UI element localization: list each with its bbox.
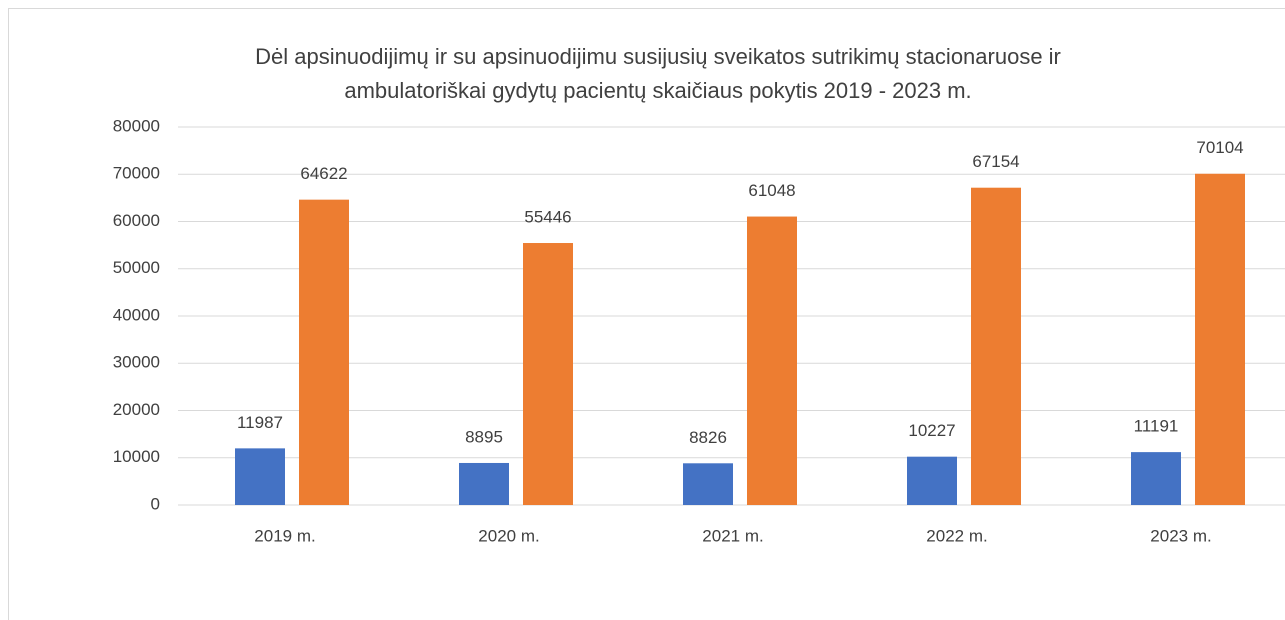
y-tick-label: 20000 [113,400,160,419]
data-label: 11191 [1134,417,1179,436]
data-label: 8895 [465,427,503,446]
chart-title: ambulatoriškai gydytų pacientų skaičiaus… [344,78,971,103]
x-tick-label: 2022 m. [926,526,987,545]
data-label: 8826 [689,428,727,447]
bar [459,462,509,505]
y-tick-label: 40000 [113,305,160,324]
bar [907,456,957,505]
bar [1131,452,1181,505]
x-tick-label: 2021 m. [702,526,763,545]
x-tick-label: 2023 m. [1150,526,1211,545]
bar [683,463,733,505]
bar [747,216,797,505]
x-tick-label: 2019 m. [254,526,315,545]
chart-title: Dėl apsinuodijimų ir su apsinuodijimu su… [255,44,1061,69]
data-label: 11987 [237,413,283,432]
bar [523,243,573,506]
y-tick-label: 70000 [113,164,160,183]
chart-frame [8,8,1285,620]
data-label: 55446 [524,208,571,227]
bar [299,199,349,505]
y-tick-label: 80000 [113,116,160,135]
y-tick-label: 10000 [113,447,160,466]
data-label: 61048 [748,181,795,200]
y-tick-label: 50000 [113,258,160,277]
y-tick-label: 30000 [113,353,160,372]
y-tick-label: 0 [151,494,160,513]
data-label: 70104 [1196,138,1243,157]
bar [971,187,1021,505]
data-label: 67154 [972,152,1019,171]
x-tick-label: 2020 m. [478,526,539,545]
bar [235,448,285,505]
bar [1195,173,1245,505]
y-tick-label: 60000 [113,211,160,230]
data-label: 10227 [908,421,955,440]
data-label: 64622 [300,164,347,183]
